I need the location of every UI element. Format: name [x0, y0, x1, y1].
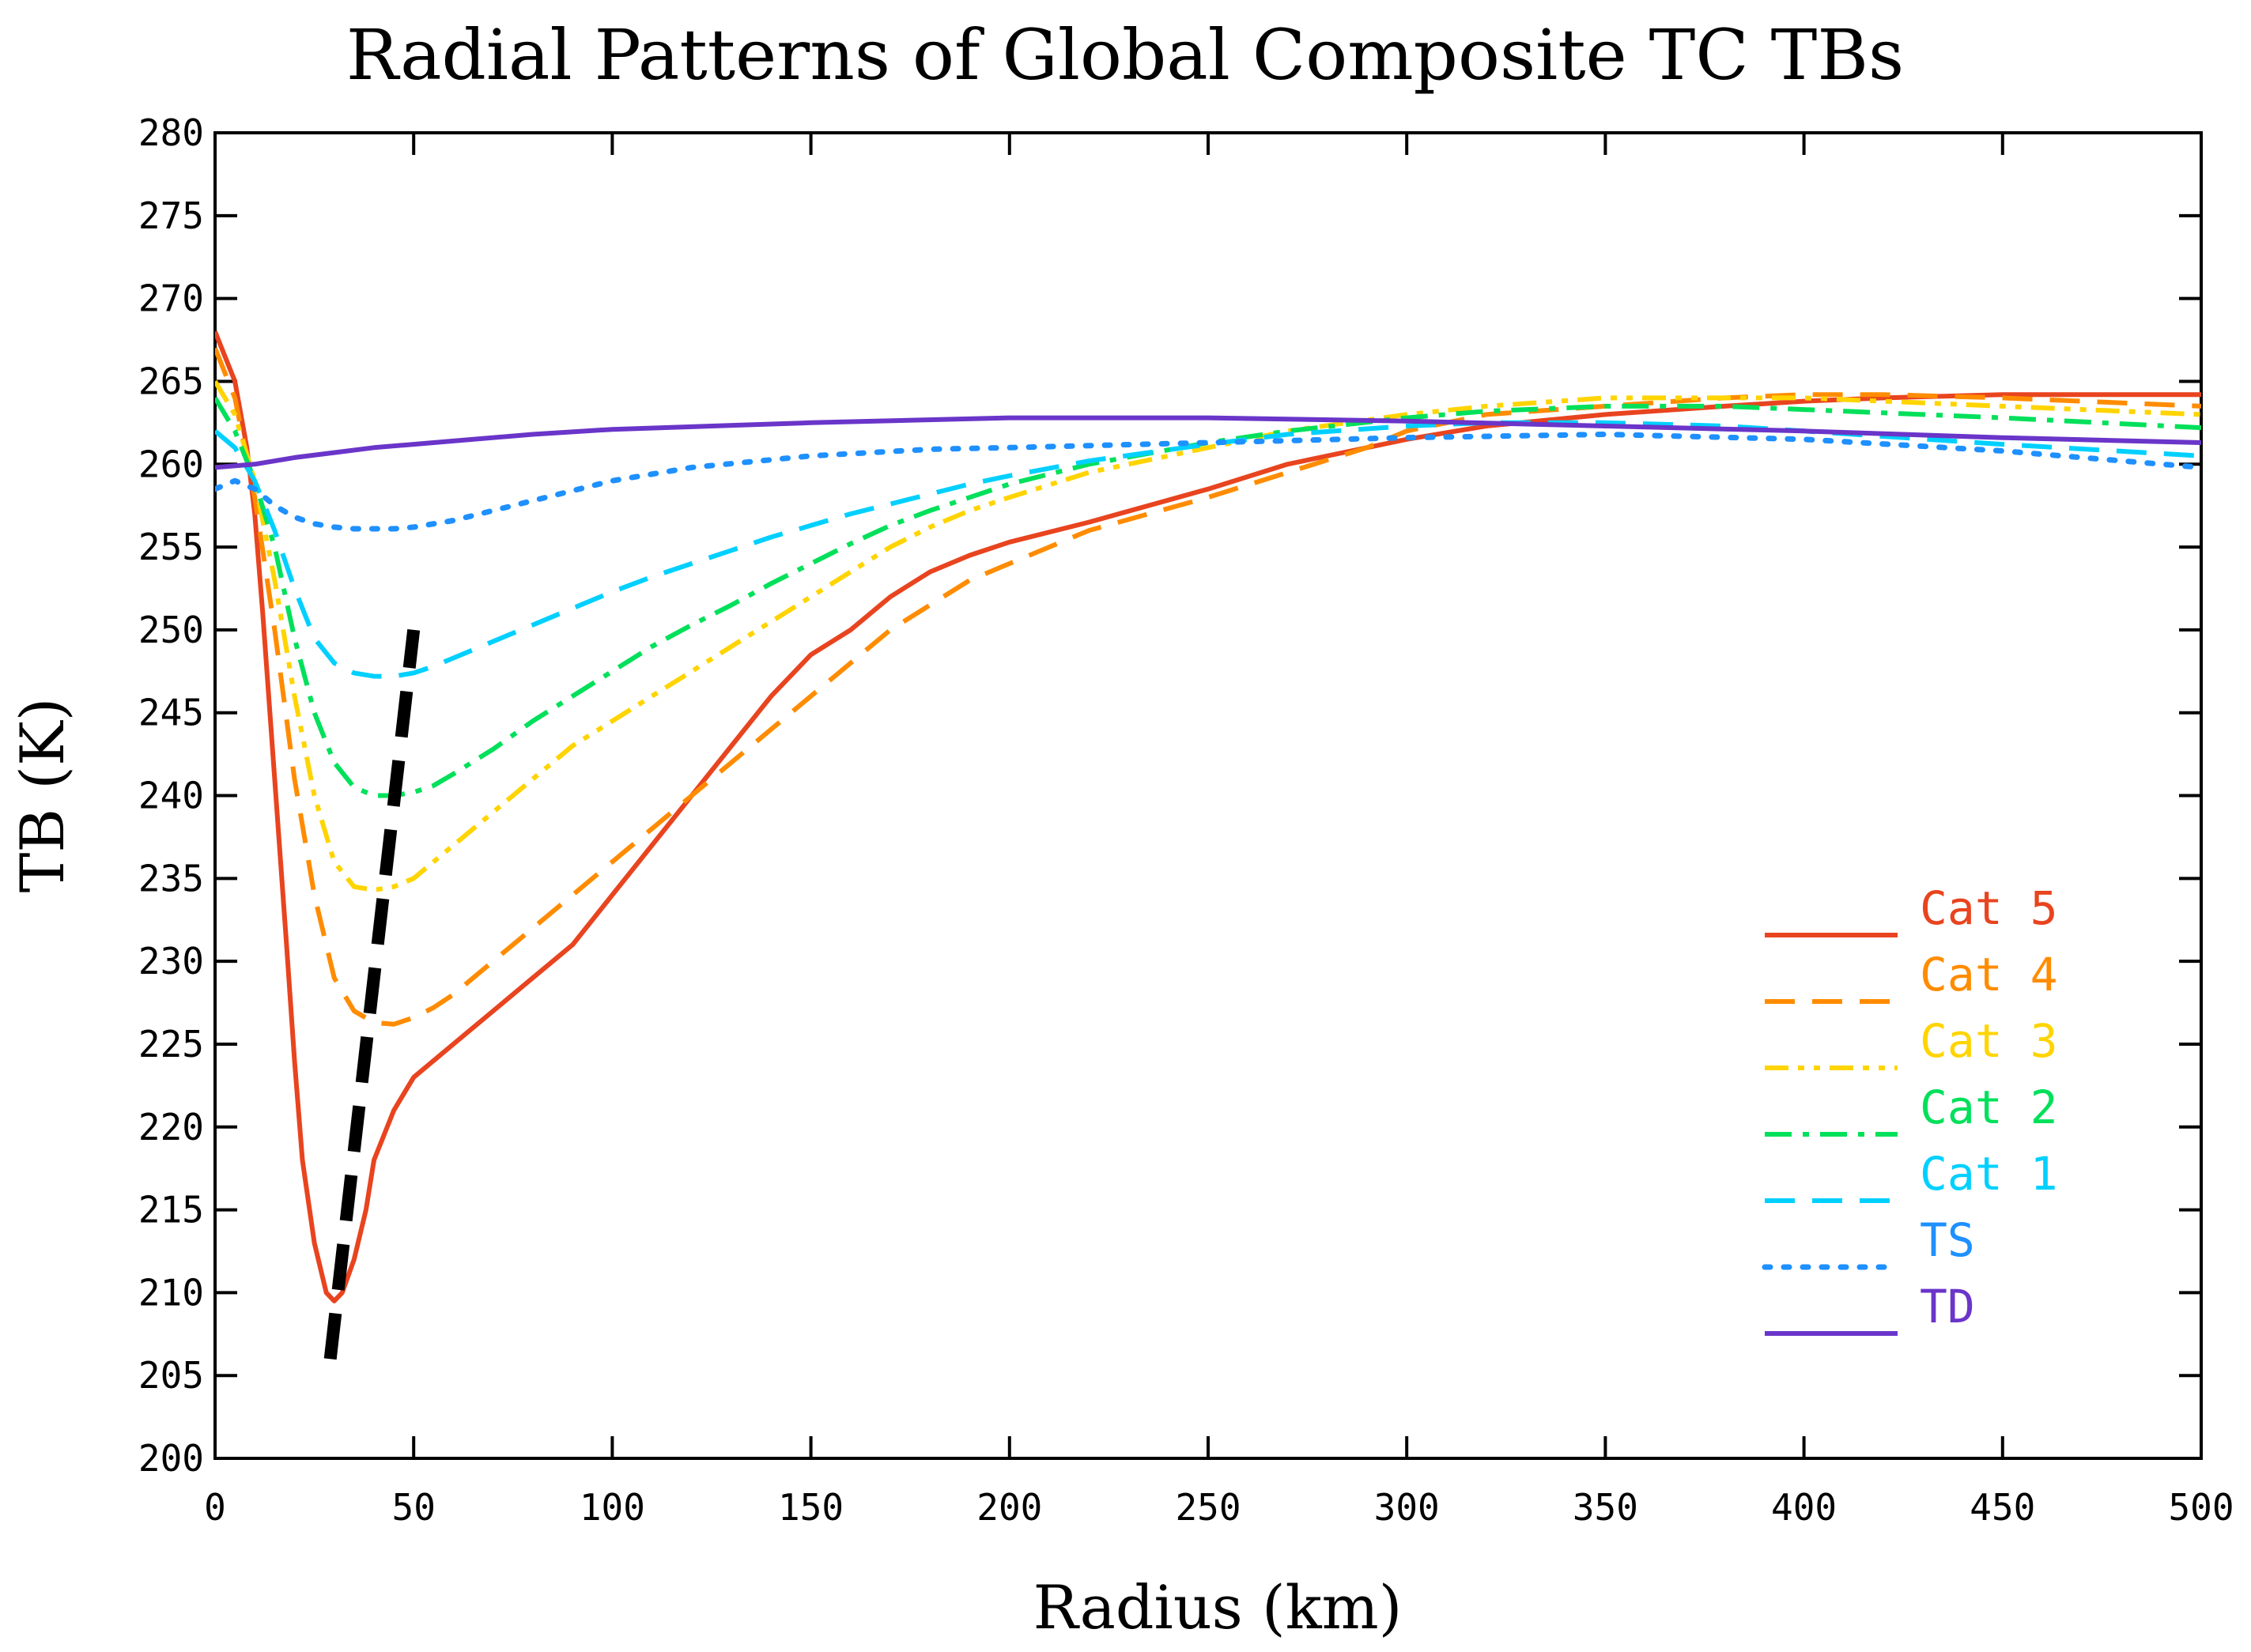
legend: Cat 5 Cat 4 Cat 3 Cat 2 Cat 1 TS TD: [1762, 881, 2058, 1336]
y-tick-label: 215: [138, 1189, 204, 1231]
y-tick-label: 225: [138, 1023, 204, 1066]
series-line-cat-4: [215, 347, 2201, 1027]
series-line-td: [215, 415, 2201, 470]
legend-label: Cat 5: [1920, 881, 2058, 935]
x-axis-label: Radius (km): [1033, 1572, 1403, 1643]
legend-label: Cat 2: [1920, 1081, 2058, 1134]
x-tick-label: 250: [1175, 1486, 1241, 1529]
y-tick-label: 220: [138, 1106, 204, 1148]
y-tick-label: 205: [138, 1354, 204, 1397]
x-tick-label: 400: [1771, 1486, 1837, 1529]
series-line-cat-2: [215, 396, 2201, 798]
y-tick-label: 280: [138, 111, 204, 154]
y-tick-label: 255: [138, 526, 204, 568]
legend-label: Cat 1: [1920, 1147, 2058, 1201]
y-tick-label: 265: [138, 360, 204, 402]
y-tick-label: 275: [138, 194, 204, 237]
x-tick-label: 450: [1970, 1486, 2035, 1529]
x-tick-label: 200: [976, 1486, 1042, 1529]
series-line-cat-1: [215, 420, 2201, 679]
x-tick-label: 150: [778, 1486, 844, 1529]
x-tick-label: 0: [204, 1486, 226, 1529]
legend-label: TD: [1920, 1280, 1975, 1333]
y-tick-label: 235: [138, 857, 204, 900]
y-tick-label: 270: [138, 277, 204, 320]
series-line-cat-5: [215, 330, 2201, 1303]
x-tick-label: 350: [1573, 1486, 1638, 1529]
y-tick-label: 200: [138, 1437, 204, 1480]
series-line-cat-3: [215, 379, 2201, 892]
y-tick-label: 230: [138, 940, 204, 983]
x-tick-label: 300: [1374, 1486, 1440, 1529]
y-tick-label: 260: [138, 443, 204, 485]
y-tick-label: 210: [138, 1271, 204, 1314]
y-tick-label: 250: [138, 609, 204, 651]
x-tick-label: 100: [580, 1486, 645, 1529]
y-tick-label: 240: [138, 775, 204, 817]
y-tick-label: 245: [138, 692, 204, 734]
legend-label: Cat 3: [1920, 1014, 2058, 1068]
x-tick-label: 500: [2168, 1486, 2234, 1529]
series-line-ts: [215, 432, 2201, 532]
y-axis-label: TB (K): [7, 698, 77, 893]
x-tick-label: 50: [392, 1486, 436, 1529]
legend-label: TS: [1920, 1213, 1975, 1267]
plot-area: [213, 131, 2203, 1460]
minimum-trend-line: [323, 628, 421, 1360]
chart-title: Radial Patterns of Global Composite TC T…: [346, 14, 1904, 96]
legend-label: Cat 4: [1920, 948, 2058, 1001]
